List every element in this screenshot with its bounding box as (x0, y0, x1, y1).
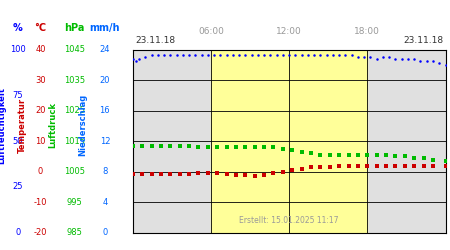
Text: -20: -20 (34, 228, 47, 237)
Text: 30: 30 (35, 76, 46, 85)
Text: 20: 20 (35, 106, 46, 115)
Text: 25: 25 (13, 182, 23, 192)
Text: 1035: 1035 (64, 76, 85, 85)
Text: 0: 0 (102, 228, 108, 237)
Text: 12:00: 12:00 (276, 27, 302, 36)
Text: 1005: 1005 (64, 167, 85, 176)
Text: 985: 985 (66, 228, 82, 237)
Text: °C: °C (35, 23, 46, 33)
Text: Niederschlag: Niederschlag (79, 94, 88, 156)
Text: 23.11.18: 23.11.18 (403, 36, 443, 46)
Text: 12: 12 (99, 137, 110, 146)
Text: 1045: 1045 (64, 46, 85, 54)
Text: 4: 4 (102, 198, 108, 206)
Text: 995: 995 (66, 198, 82, 206)
Text: Luftfeuchtigkeit: Luftfeuchtigkeit (0, 86, 7, 164)
Bar (211, 50, 289, 232)
Text: 100: 100 (10, 46, 26, 54)
Text: 23.11.18: 23.11.18 (135, 36, 175, 46)
Text: Erstellt: 15.01.2025 11:17: Erstellt: 15.01.2025 11:17 (239, 216, 339, 225)
Bar (289, 50, 367, 232)
Text: 0: 0 (15, 228, 21, 237)
Text: 18:00: 18:00 (354, 27, 380, 36)
Text: -10: -10 (34, 198, 47, 206)
Text: 1015: 1015 (64, 137, 85, 146)
Text: 1025: 1025 (64, 106, 85, 115)
Text: 10: 10 (35, 137, 46, 146)
Text: 75: 75 (13, 91, 23, 100)
Text: Luftdruck: Luftdruck (49, 102, 58, 148)
Text: 40: 40 (35, 46, 46, 54)
Text: 16: 16 (99, 106, 110, 115)
Text: hPa: hPa (64, 23, 85, 33)
Text: 8: 8 (102, 167, 108, 176)
Text: 24: 24 (99, 46, 110, 54)
Text: 06:00: 06:00 (198, 27, 224, 36)
Text: %: % (13, 23, 23, 33)
Text: 20: 20 (99, 76, 110, 85)
Text: Temperatur: Temperatur (18, 98, 27, 152)
Text: mm/h: mm/h (90, 23, 120, 33)
Text: 50: 50 (13, 137, 23, 146)
Text: 0: 0 (38, 167, 43, 176)
